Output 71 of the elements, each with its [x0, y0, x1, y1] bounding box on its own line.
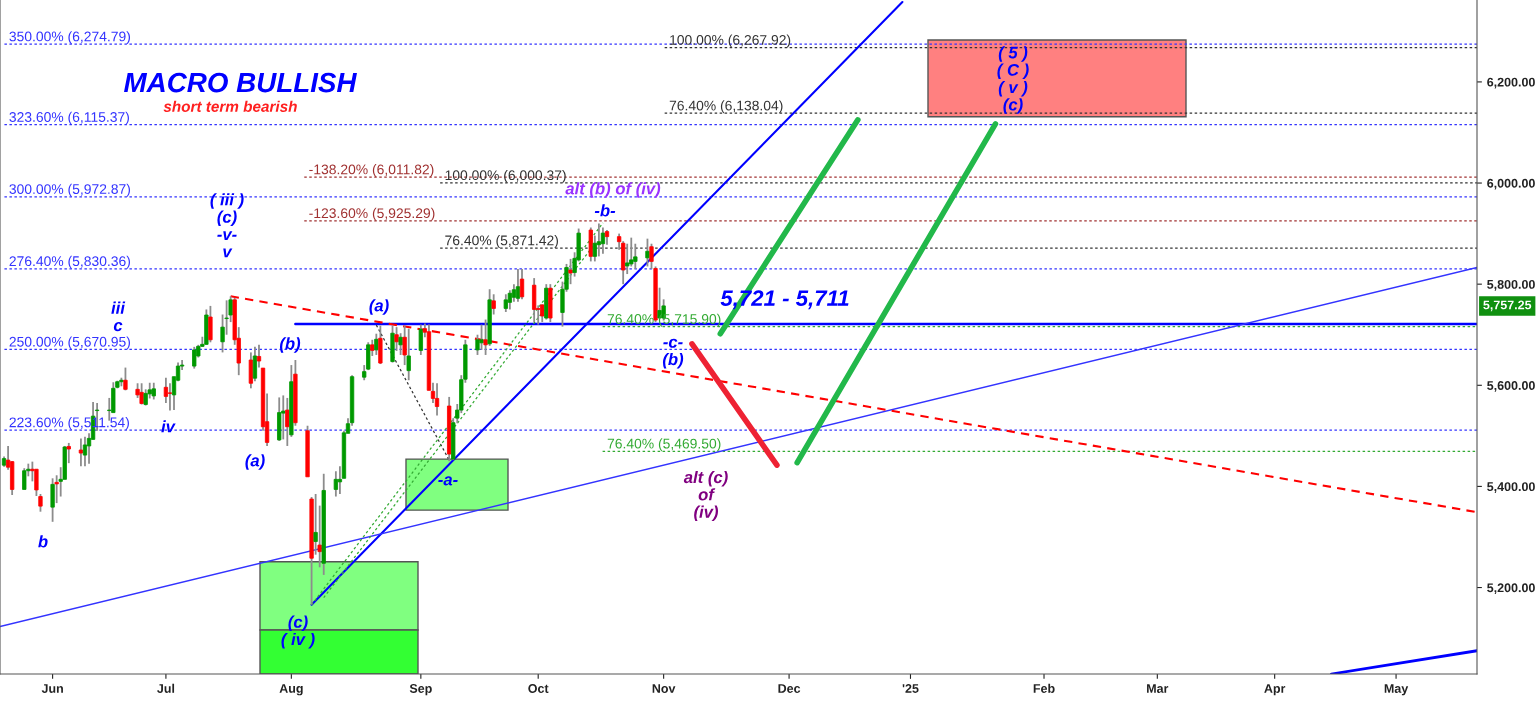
text: 5,757.25: [1483, 300, 1532, 312]
y-tick-label: 6,200.00: [1487, 77, 1535, 89]
x-tick-label: Feb: [1033, 683, 1055, 693]
ref-line-label: 300.00% (5,972.87): [9, 183, 130, 197]
text: short term bearish: [163, 100, 297, 112]
ref-line-label: 350.00% (6,274.79): [9, 31, 130, 45]
candlestick: [519, 268, 525, 301]
x-tick-label: Dec: [778, 684, 801, 693]
candlestick: [418, 323, 423, 356]
candlestick: [82, 435, 88, 468]
candlestick: [434, 382, 440, 417]
candlestick: [78, 437, 84, 468]
annotation: ( iii ) (c) -v- v: [210, 193, 244, 258]
annotation: b: [38, 535, 48, 548]
annotation: -c- (b): [662, 338, 684, 369]
y-tick-label: 5,400.00: [1487, 482, 1535, 493]
text: MACRO BULLISH: [124, 72, 357, 93]
ref-line-label: 323.60% (6,115.37): [9, 111, 129, 125]
x-tick-label: Nov: [652, 684, 676, 693]
annotation: alt (b) of (iv): [565, 182, 661, 198]
ref-line-label: 76.40% (5,871.42): [445, 235, 558, 249]
x-tick-label: Oct: [528, 684, 549, 693]
candlestick: [66, 442, 71, 465]
candlestick: [479, 323, 484, 351]
y-tick-label: 5,200.00: [1487, 583, 1535, 594]
candlestick: [596, 222, 602, 258]
annotation: ( 5 ) ( C ) ( v ) (c): [997, 46, 1029, 114]
candlestick: [285, 397, 290, 447]
y-tick-label: 5,600.00: [1487, 381, 1535, 392]
ref-line-label: 76.40% (5,469.50): [607, 438, 721, 452]
x-tick-label: Aug: [279, 684, 303, 696]
x-tick-label: Sep: [409, 684, 432, 696]
annotation: (a): [369, 299, 389, 315]
ref-line-label: -123.60% (5,925.29): [309, 207, 435, 221]
annotation: alt (c) of (iv): [683, 470, 728, 522]
candlestick: [281, 394, 286, 441]
x-tick-label: Jun: [41, 684, 63, 693]
x-tick-label: '25: [902, 684, 919, 693]
candlestick: [208, 304, 213, 344]
candlestick: [50, 477, 55, 523]
annotation: iii c: [111, 301, 126, 332]
candlestick: [248, 351, 254, 390]
ref-line-label: 100.00% (6,267.92): [670, 34, 791, 48]
candlestick: [406, 327, 411, 382]
annotation: iv: [161, 420, 176, 433]
x-tick-label: Jul: [157, 683, 175, 693]
annotation: -b-: [594, 204, 616, 217]
candlestick: [645, 237, 650, 268]
candlestick: [374, 332, 379, 356]
candlestick: [167, 382, 173, 412]
candlestick: [192, 345, 197, 370]
x-tick-label: May: [1384, 684, 1409, 696]
ref-line-label: 76.40% (6,138.04): [669, 100, 783, 114]
ref-line-label: -138.20% (6,011.82): [309, 164, 434, 178]
candlestick: [491, 293, 496, 316]
annotation: -a-: [438, 476, 458, 486]
candlestick: [394, 326, 399, 352]
candlestick: [139, 382, 144, 406]
annotation: (b): [279, 337, 301, 353]
annotation: (c) ( iv ): [281, 615, 315, 649]
ref-line-label: 276.40% (5,830.36): [9, 255, 130, 269]
y-tick-label: 5,800.00: [1487, 279, 1535, 291]
y-tick-label: 6,000.00: [1487, 178, 1535, 190]
candlestick: [333, 470, 339, 498]
x-tick-label: Apr: [1264, 684, 1286, 696]
ref-line-label: 250.00% (5,670.95): [9, 336, 130, 350]
candlestick: [22, 467, 27, 491]
x-tick-label: Mar: [1147, 684, 1169, 693]
candlestick: [633, 242, 638, 270]
annotation: (a): [245, 454, 265, 470]
candlestick: [625, 242, 630, 275]
